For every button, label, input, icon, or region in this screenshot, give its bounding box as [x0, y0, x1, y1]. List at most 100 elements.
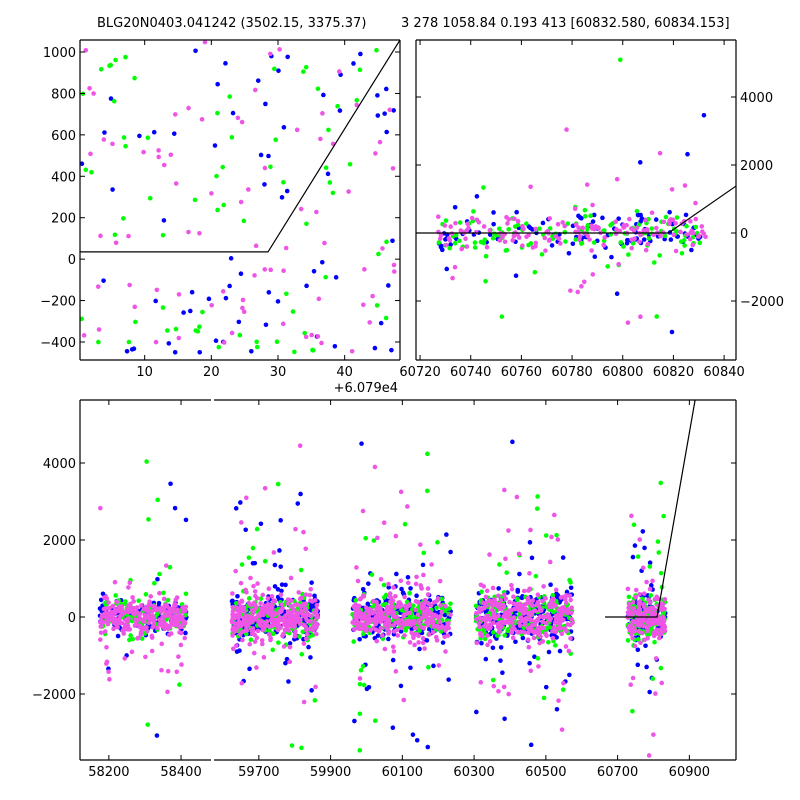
- data-point-band3: [318, 136, 323, 142]
- data-point-band1: [394, 571, 399, 577]
- data-point-band2: [360, 663, 366, 669]
- data-point-band2: [647, 632, 652, 637]
- data-point-band3: [483, 594, 489, 600]
- data-point-band3: [229, 330, 235, 336]
- data-point-band2: [550, 609, 556, 615]
- data-point-band2: [146, 517, 151, 522]
- data-point-band3: [534, 629, 539, 634]
- data-point-band2: [239, 562, 245, 567]
- data-point-band2: [250, 545, 256, 551]
- data-point-band2: [492, 231, 497, 237]
- data-point-band2: [254, 344, 260, 350]
- data-point-band3: [386, 629, 392, 634]
- data-point-band3: [391, 610, 397, 615]
- data-point-band3: [483, 618, 489, 624]
- data-point-band1: [161, 218, 167, 223]
- data-point-band3: [527, 600, 533, 606]
- data-point-band2: [284, 291, 289, 297]
- data-point-band3: [517, 607, 523, 613]
- data-point-band3: [425, 592, 431, 597]
- data-point-band3: [276, 622, 282, 628]
- data-point-band1: [614, 291, 620, 296]
- data-point-band1: [515, 589, 521, 594]
- data-point-band1: [172, 350, 178, 355]
- data-point-band1: [279, 588, 284, 594]
- data-point-band3: [262, 267, 268, 272]
- data-point-band3: [421, 608, 426, 614]
- data-point-band3: [357, 676, 363, 681]
- data-point-band3: [265, 596, 271, 601]
- data-point-band1: [640, 529, 646, 534]
- data-point-band3: [511, 615, 517, 620]
- data-point-band3: [294, 127, 300, 133]
- data-point-band3: [380, 246, 385, 251]
- data-point-band3: [164, 603, 170, 609]
- data-point-band1: [548, 582, 553, 588]
- data-point-band2: [438, 629, 444, 634]
- data-point-band3: [491, 683, 497, 689]
- data-point-band1: [357, 636, 362, 642]
- data-point-band3: [253, 593, 258, 599]
- data-point-band3: [312, 618, 317, 624]
- data-point-band3: [466, 225, 471, 231]
- data-point-band3: [490, 585, 496, 591]
- data-point-band1: [399, 586, 404, 592]
- data-point-band1: [229, 598, 235, 604]
- data-point-band3: [502, 610, 508, 616]
- data-point-band3: [156, 154, 161, 160]
- data-point-band3: [269, 617, 275, 622]
- data-point-band1: [543, 684, 549, 690]
- y-tick-label: 0: [740, 227, 748, 242]
- data-point-band2: [258, 596, 264, 601]
- data-point-band2: [550, 592, 556, 598]
- data-point-band2: [512, 224, 518, 229]
- data-point-band3: [168, 152, 174, 158]
- data-point-band1: [166, 341, 172, 346]
- data-point-band2: [173, 326, 179, 332]
- data-point-band3: [308, 613, 313, 619]
- data-point-band3: [246, 187, 251, 192]
- data-point-band3: [252, 606, 258, 612]
- data-point-band1: [568, 585, 574, 591]
- data-point-band3: [613, 219, 619, 225]
- data-point-band1: [213, 338, 219, 343]
- data-point-band3: [536, 604, 542, 609]
- data-point-band2: [483, 279, 488, 284]
- data-point-band3: [157, 590, 162, 596]
- data-point-band1: [630, 554, 636, 560]
- data-point-band3: [533, 244, 538, 249]
- data-point-band1: [689, 247, 694, 253]
- data-point-band3: [182, 635, 188, 641]
- data-point-band3: [559, 727, 565, 732]
- data-point-band1: [372, 345, 378, 351]
- data-point-band3: [282, 627, 288, 633]
- data-point-band3: [562, 596, 568, 602]
- data-point-band2: [646, 236, 652, 241]
- data-point-band2: [353, 597, 359, 603]
- data-point-band3: [629, 513, 634, 519]
- data-point-band3: [626, 605, 631, 611]
- data-point-band3: [572, 206, 578, 211]
- data-point-band3: [647, 600, 653, 605]
- data-point-band2: [155, 497, 160, 503]
- data-point-band1: [408, 665, 413, 671]
- data-point-band3: [525, 625, 531, 631]
- data-point-band3: [497, 238, 502, 243]
- data-point-band2: [434, 605, 439, 611]
- data-point-band1: [333, 275, 339, 280]
- data-point-band2: [326, 127, 331, 133]
- data-point-band2: [123, 143, 128, 149]
- data-point-band3: [510, 635, 516, 641]
- data-point-band3: [464, 244, 470, 249]
- data-point-band3: [543, 620, 549, 626]
- data-point-band3: [161, 596, 167, 602]
- data-point-band3: [303, 624, 308, 629]
- data-point-band1: [513, 639, 518, 645]
- data-point-band3: [443, 603, 448, 609]
- data-point-band2: [220, 164, 226, 170]
- data-point-band2: [371, 538, 377, 543]
- data-point-band3: [165, 668, 171, 674]
- data-point-band2: [323, 165, 329, 171]
- title-left: BLG20N0403.041242 (3502.15, 3375.37): [97, 16, 367, 31]
- data-point-band3: [266, 586, 272, 592]
